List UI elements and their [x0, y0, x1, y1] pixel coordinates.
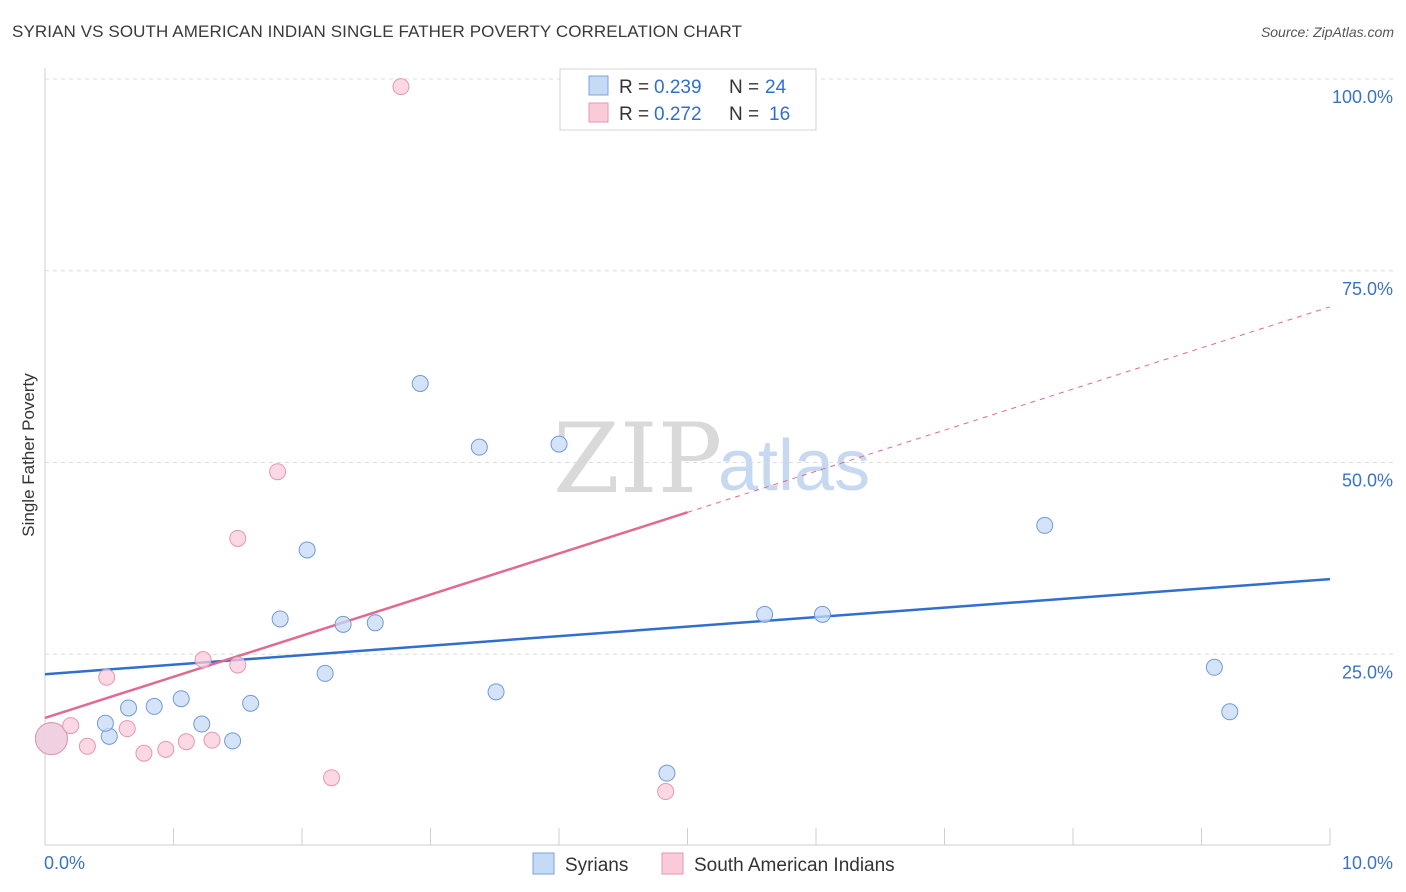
point-syrians — [334, 615, 352, 633]
data-points — [34, 78, 1239, 801]
point-sai — [229, 529, 247, 547]
y-tick-label: 50.0% — [1342, 471, 1393, 491]
point-sai — [78, 737, 96, 755]
legend-r-label: R = — [619, 77, 649, 98]
point-syrians — [1205, 658, 1223, 676]
trend-line-sai — [44, 511, 688, 720]
point-syrians — [411, 374, 429, 392]
point-syrians — [271, 610, 289, 628]
bottom-legend-swatch-syrians — [532, 852, 555, 875]
legend-swatch-syrians — [588, 75, 609, 96]
bottom-legend-sai: South American Indians — [694, 855, 895, 876]
correlation-legend: R = 0.239 N = 24 R = 0.272 N = 16 — [559, 68, 817, 131]
legend-r-label: R = — [619, 104, 649, 125]
point-syrians — [172, 690, 190, 708]
point-syrians — [96, 714, 114, 732]
watermark-zip: ZIP — [553, 403, 722, 515]
point-sai — [34, 722, 68, 756]
legend-r-value: 0.272 — [654, 104, 702, 125]
point-syrians — [366, 614, 384, 632]
x-tick-label: 0.0% — [44, 853, 85, 873]
y-tick-label: 100.0% — [1332, 87, 1393, 107]
legend-n-label: N = — [729, 104, 759, 125]
y-tick-label: 25.0% — [1342, 662, 1393, 682]
gridlines — [45, 78, 1393, 655]
chart-source: Source: ZipAtlas.com — [1260, 24, 1394, 40]
point-syrians — [1036, 516, 1054, 534]
legend-n-label: N = — [729, 77, 759, 98]
point-syrians — [658, 764, 676, 782]
point-syrians — [487, 683, 505, 701]
point-sai — [177, 733, 195, 751]
point-syrians — [224, 732, 242, 750]
watermark-atlas: atlas — [718, 426, 870, 506]
point-sai — [269, 463, 287, 481]
point-sai — [62, 717, 80, 735]
x-tick-label: 10.0% — [1342, 853, 1393, 873]
bottom-legend-syrians: Syrians — [565, 855, 628, 876]
trend-line-syrians — [44, 577, 1331, 676]
point-sai — [323, 769, 341, 787]
point-sai — [135, 744, 153, 762]
point-syrians — [242, 694, 260, 712]
series-legend: Syrians South American Indians — [532, 852, 895, 876]
point-sai — [203, 731, 221, 749]
trend-lines — [44, 306, 1331, 720]
point-sai — [229, 656, 247, 674]
point-syrians — [550, 435, 568, 453]
point-syrians — [298, 541, 316, 559]
point-sai — [194, 651, 212, 669]
point-syrians — [470, 438, 488, 456]
point-syrians — [193, 715, 211, 733]
trend-line-sai-extension — [687, 306, 1331, 513]
chart-title: SYRIAN VS SOUTH AMERICAN INDIAN SINGLE F… — [12, 22, 743, 41]
legend-n-value: 16 — [769, 104, 790, 125]
point-syrians — [756, 605, 774, 623]
x-tick-labels: 0.0% 10.0% — [44, 853, 1393, 873]
point-sai — [118, 720, 136, 738]
point-syrians — [120, 699, 138, 717]
point-sai — [98, 668, 116, 686]
point-sai — [157, 740, 175, 758]
point-sai — [392, 78, 410, 96]
axes — [44, 68, 1331, 846]
legend-n-value: 24 — [765, 77, 787, 98]
legend-swatch-sai — [588, 102, 609, 123]
point-syrians — [145, 697, 163, 715]
point-syrians — [813, 605, 831, 623]
y-tick-label: 75.0% — [1342, 279, 1393, 299]
watermark: ZIP atlas — [553, 403, 870, 515]
point-syrians — [1221, 703, 1239, 721]
legend-r-value: 0.239 — [654, 77, 702, 98]
bottom-legend-swatch-sai — [661, 852, 684, 875]
y-tick-labels: 100.0% 75.0% 50.0% 25.0% — [1332, 87, 1393, 682]
point-sai — [657, 783, 675, 801]
y-axis-title: Single Father Poverty — [19, 373, 38, 537]
point-syrians — [316, 664, 334, 682]
